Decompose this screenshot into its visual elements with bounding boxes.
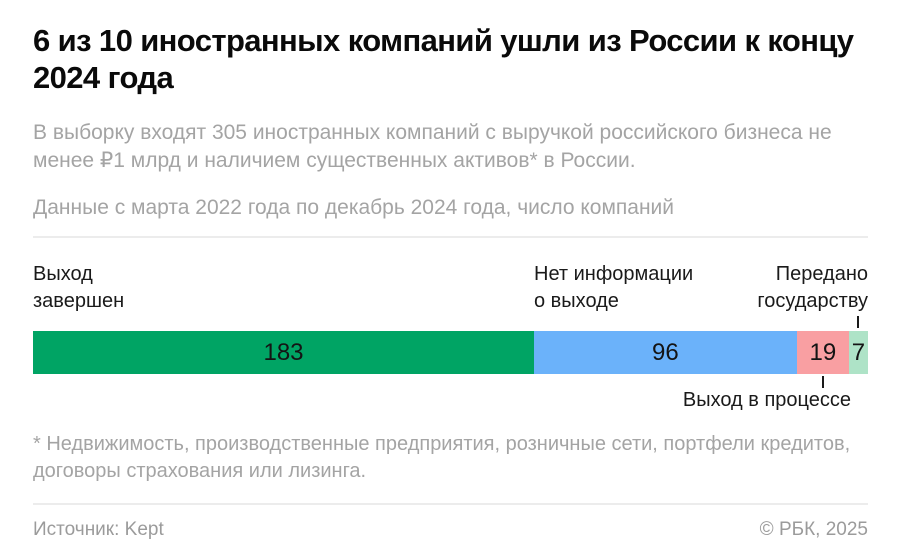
chart-data-note: Данные с марта 2022 года по декабрь 2024… (33, 196, 675, 219)
bar-segment-exit-completed: 183 (33, 331, 534, 374)
label-exit-completed-line2: завершен (33, 290, 125, 312)
in-progress-pointer-line (821, 376, 824, 388)
stacked-bar-chart: Выход завершен Нет информации о выходе П… (33, 261, 868, 412)
label-transferred-line2: государству (757, 290, 868, 312)
top-divider (33, 236, 868, 238)
bottom-divider (33, 503, 868, 505)
stacked-bar: 183 96 19 7 (33, 331, 868, 374)
label-in-progress: Выход в процессе (682, 389, 851, 411)
label-transferred: Передано государству (757, 261, 868, 315)
value-transferred: 7 (851, 338, 866, 366)
label-no-info: Нет информации о выходе (534, 261, 693, 315)
label-exit-completed: Выход завершен (33, 261, 124, 315)
top-tick-zone (33, 314, 868, 331)
page-title: 6 из 10 иностранных компаний ушли из Рос… (33, 23, 854, 95)
footnote: * Недвижимость, производственные предпри… (33, 433, 851, 482)
label-exit-completed-line1: Выход (33, 263, 93, 285)
label-transferred-line1: Передано (775, 263, 868, 285)
value-in-progress: 19 (809, 338, 837, 366)
label-in-progress-row: Выход в процессе (33, 388, 868, 412)
bar-segment-no-info: 96 (534, 331, 797, 374)
label-no-info-line1: Нет информации (534, 263, 694, 285)
bar-segment-in-progress: 19 (796, 331, 849, 374)
chart-subtitle: В выборку входят 305 иностранных компани… (33, 121, 832, 172)
label-no-info-line2: о выходе (534, 290, 619, 312)
bar-segment-transferred: 7 (848, 331, 868, 374)
transferred-pointer-line (857, 316, 860, 328)
copyright: © РБК, 2025 (759, 519, 868, 540)
bar-labels-row: Выход завершен Нет информации о выходе П… (33, 261, 868, 314)
footer: Источник: Kept © РБК, 2025 (33, 519, 868, 541)
value-no-info: 96 (652, 338, 679, 366)
source-credit: Источник: Kept (33, 519, 164, 540)
bottom-tick-zone (33, 374, 868, 388)
value-exit-completed: 183 (263, 338, 304, 366)
